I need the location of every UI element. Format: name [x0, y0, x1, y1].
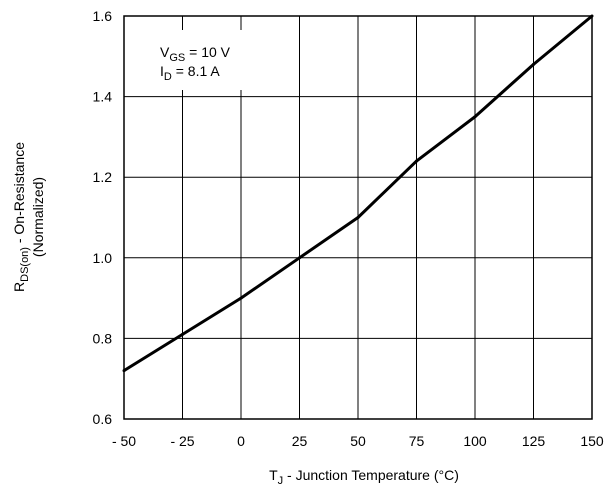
x-tick-label: 25	[292, 433, 308, 449]
annotation-id: ID = 8.1 A	[160, 63, 220, 83]
y-tick-label: 1.0	[93, 250, 113, 266]
y-tick-label: 1.4	[93, 89, 113, 105]
data-point	[415, 159, 418, 163]
x-tick-label: 0	[237, 433, 245, 449]
x-tick-labels: - 50 - 25 0 25 50 75 100 125 150	[112, 433, 604, 449]
data-point	[298, 256, 301, 260]
data-points	[122, 14, 594, 373]
data-point	[181, 332, 184, 336]
annotation-background	[130, 30, 280, 90]
y-axis-label-line1: RDS(on) - On-Resistance	[11, 142, 31, 292]
data-point	[590, 14, 594, 18]
annotation-vgs: VGS = 10 V	[160, 44, 231, 64]
x-tick-label: 100	[463, 433, 487, 449]
x-tick-label: 50	[350, 433, 366, 449]
x-tick-label: 75	[409, 433, 425, 449]
y-tick-label: 0.8	[93, 330, 113, 346]
y-tick-label: 1.6	[93, 8, 113, 24]
plot-frame	[123, 15, 593, 420]
data-point	[532, 62, 535, 66]
x-axis-label: TJ - Junction Temperature (°C)	[269, 467, 459, 487]
y-tick-label: 0.6	[93, 411, 113, 427]
y-tick-labels: 0.6 0.8 1.0 1.2 1.4 1.6	[93, 8, 113, 427]
data-point	[122, 369, 126, 373]
x-tick-label: 125	[522, 433, 546, 449]
x-tick-label: - 50	[112, 433, 136, 449]
x-tick-label: - 25	[170, 433, 194, 449]
y-tick-label: 1.2	[93, 169, 113, 185]
data-point	[356, 216, 360, 219]
data-point	[473, 115, 477, 119]
data-point	[239, 296, 243, 300]
x-tick-label: 150	[580, 433, 604, 449]
y-axis-label-line2: (Normalized)	[30, 177, 46, 257]
